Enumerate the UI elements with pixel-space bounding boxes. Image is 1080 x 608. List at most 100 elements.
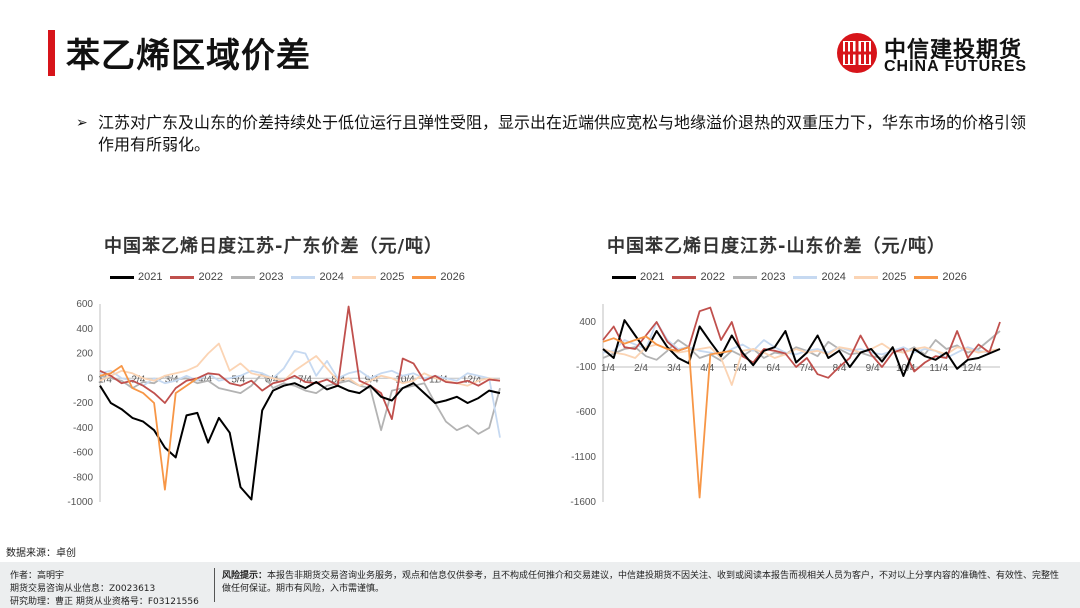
chart1-title: 中国苯乙烯日度江苏-广东价差（元/吨） bbox=[104, 236, 444, 257]
y-tick-label: -800 bbox=[73, 472, 93, 483]
research-assistant: 研究助理：曹正 期货从业资格号：F03121556 bbox=[10, 597, 199, 607]
legend-swatch-2022 bbox=[672, 275, 697, 279]
legend-item-2024: 2024 bbox=[793, 271, 846, 283]
x-tick-label: 7/4 bbox=[800, 363, 814, 374]
legend-swatch-2021 bbox=[110, 275, 134, 279]
risk-disclaimer: 风险提示：本报告非期货交易咨询业务服务，观点和信息仅供参考，且不构成任何推介和交… bbox=[222, 570, 1062, 596]
y-tick-label: 600 bbox=[76, 299, 93, 310]
x-tick-label: 4/4 bbox=[198, 374, 212, 385]
chart2-legend: 2021 2022 2023 2024 2025 2026 bbox=[612, 271, 975, 283]
legend-item-2022: 2022 bbox=[170, 271, 223, 283]
y-tick-label: -100 bbox=[576, 362, 596, 373]
legend-swatch-2026 bbox=[412, 275, 437, 279]
y-tick-label: 0 bbox=[87, 373, 93, 384]
legend-swatch-2022 bbox=[170, 275, 195, 279]
legend-swatch-2024 bbox=[291, 275, 316, 279]
x-tick-label: 12/4 bbox=[462, 374, 482, 385]
legend-label-2021: 2021 bbox=[640, 271, 665, 283]
series-line-2023 bbox=[99, 372, 501, 435]
legend-label-2023: 2023 bbox=[760, 271, 786, 283]
y-tick-label: -600 bbox=[73, 448, 93, 459]
legend-label-2022: 2022 bbox=[700, 271, 725, 283]
chart1-legend: 2021 2022 2023 2024 2025 2026 bbox=[110, 271, 473, 283]
summary-bullet: ➢ 江苏对广东及山东的价差持续处于低位运行且弹性受阻，显示出在近端供应宽松与地缘… bbox=[76, 112, 1026, 156]
x-tick-label: 9/4 bbox=[866, 363, 880, 374]
legend-label-2026: 2026 bbox=[942, 271, 967, 283]
legend-item-2022: 2022 bbox=[672, 271, 725, 283]
legend-label-2026: 2026 bbox=[440, 271, 465, 283]
legend-item-2021: 2021 bbox=[110, 271, 162, 283]
x-tick-label: 3/4 bbox=[667, 363, 681, 374]
legend-item-2026: 2026 bbox=[412, 271, 465, 283]
legend-item-2023: 2023 bbox=[732, 271, 786, 283]
y-tick-label: -200 bbox=[73, 398, 93, 409]
y-tick-label: 200 bbox=[76, 349, 93, 360]
series-line-2022 bbox=[99, 305, 501, 420]
series-line-2021 bbox=[99, 381, 501, 501]
x-tick-label: 2/4 bbox=[131, 374, 145, 385]
legend-item-2021: 2021 bbox=[612, 271, 664, 283]
legend-swatch-2025 bbox=[853, 275, 878, 279]
legend-label-2025: 2025 bbox=[881, 271, 907, 283]
summary-text: 江苏对广东及山东的价差持续处于低位运行且弹性受阻，显示出在近端供应宽松与地缘溢价… bbox=[98, 113, 1027, 154]
legend-item-2025: 2025 bbox=[351, 271, 405, 283]
footer: 作者：高明宇 期货交易咨询从业信息：Z0023613 研究助理：曹正 期货从业资… bbox=[0, 562, 1080, 608]
data-source: 数据来源：卓创 bbox=[6, 548, 76, 559]
y-tick-label: -1000 bbox=[67, 497, 93, 508]
x-tick-label: 5/4 bbox=[733, 363, 747, 374]
legend-label-2023: 2023 bbox=[258, 271, 284, 283]
legend-swatch-2021 bbox=[612, 275, 636, 279]
legend-label-2022: 2022 bbox=[198, 271, 223, 283]
logo-chinese-name: 中信建投期货 bbox=[884, 38, 1023, 63]
footer-divider bbox=[214, 568, 215, 602]
x-tick-label: 7/4 bbox=[298, 374, 312, 385]
author-name: 作者：高明宇 bbox=[10, 571, 65, 581]
x-tick-label: 1/4 bbox=[98, 374, 112, 385]
legend-label-2021: 2021 bbox=[138, 271, 163, 283]
x-tick-label: 3/4 bbox=[165, 374, 179, 385]
y-tick-label: 400 bbox=[579, 317, 596, 328]
series-line-2026 bbox=[99, 365, 198, 491]
y-tick-label: -600 bbox=[576, 407, 596, 418]
x-tick-label: 5/4 bbox=[231, 374, 245, 385]
legend-swatch-2024 bbox=[793, 275, 818, 279]
author-info: 作者：高明宇 期货交易咨询从业信息：Z0023613 研究助理：曹正 期货从业资… bbox=[10, 570, 199, 608]
chart2-title: 中国苯乙烯日度江苏-山东价差（元/吨） bbox=[607, 236, 947, 257]
x-tick-label: 6/4 bbox=[766, 363, 780, 374]
x-tick-label: 11/4 bbox=[929, 363, 948, 374]
series-line-2026 bbox=[602, 335, 732, 499]
legend-item-2023: 2023 bbox=[230, 271, 284, 283]
legend-item-2025: 2025 bbox=[853, 271, 907, 283]
company-logo: 中信建投期货 CHINA FUTURES bbox=[836, 30, 1036, 80]
legend-label-2024: 2024 bbox=[319, 271, 344, 283]
legend-label-2024: 2024 bbox=[821, 271, 846, 283]
legend-item-2024: 2024 bbox=[291, 271, 344, 283]
title-accent-bar bbox=[48, 30, 55, 76]
y-tick-label: -1600 bbox=[570, 497, 596, 508]
x-tick-label: 1/4 bbox=[601, 363, 615, 374]
risk-label: 风险提示： bbox=[222, 571, 268, 581]
x-tick-label: 2/4 bbox=[634, 363, 648, 374]
legend-label-2025: 2025 bbox=[379, 271, 405, 283]
logo-english-name: CHINA FUTURES bbox=[884, 58, 1028, 75]
page-title: 苯乙烯区域价差 bbox=[66, 36, 311, 76]
legend-item-2026: 2026 bbox=[914, 271, 967, 283]
x-tick-label: 8/4 bbox=[833, 363, 847, 374]
author-license: 期货交易咨询从业信息：Z0023613 bbox=[10, 584, 156, 594]
risk-text: 本报告非期货交易咨询业务服务，观点和信息仅供参考，且不构成任何推介和交易建议，中… bbox=[222, 571, 1060, 594]
logo-emblem-icon bbox=[837, 33, 877, 73]
legend-swatch-2026 bbox=[914, 275, 939, 279]
legend-swatch-2023 bbox=[230, 275, 255, 279]
series-line-2022 bbox=[602, 306, 1001, 379]
x-tick-label: 4/4 bbox=[700, 363, 714, 374]
y-tick-label: -1100 bbox=[571, 452, 596, 463]
x-tick-label: 6/4 bbox=[265, 374, 279, 385]
legend-swatch-2023 bbox=[732, 275, 757, 279]
y-tick-label: -400 bbox=[73, 423, 93, 434]
arrow-bullet-icon: ➢ bbox=[76, 115, 88, 131]
y-tick-label: 400 bbox=[76, 324, 93, 335]
x-tick-label: 12/4 bbox=[962, 363, 982, 374]
legend-swatch-2025 bbox=[351, 275, 376, 279]
